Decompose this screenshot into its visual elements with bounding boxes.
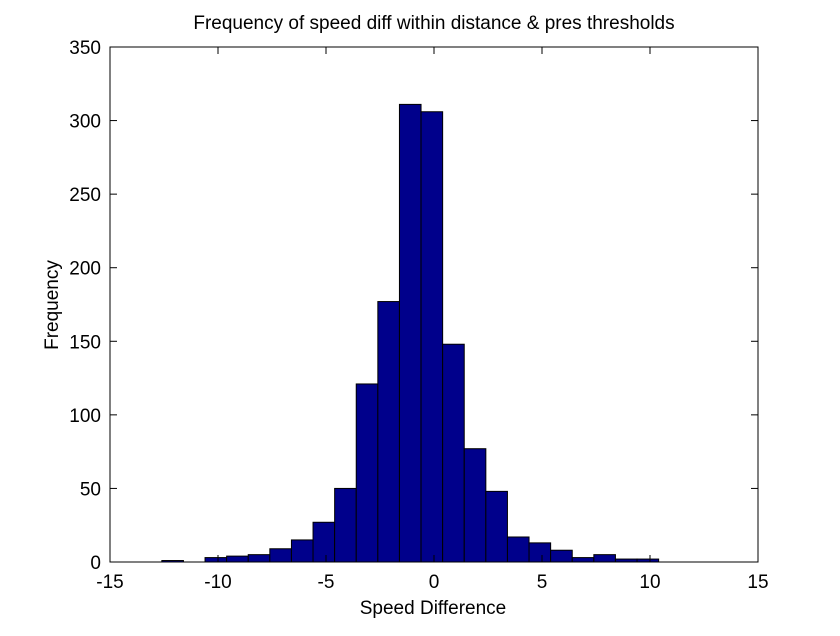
- y-tick-label: 0: [90, 553, 101, 574]
- histogram-bar: [247, 554, 271, 563]
- y-tick-label: 200: [69, 259, 101, 280]
- y-tick-label: 50: [80, 479, 101, 500]
- x-axis-label: Speed Difference: [360, 598, 506, 619]
- histogram-bar: [506, 536, 530, 563]
- histogram-bar: [485, 490, 508, 563]
- histogram-bar: [312, 521, 336, 563]
- y-axis-ticks: 0 50 100 150 200 250 300 350: [69, 38, 758, 574]
- histogram-bar: [550, 549, 573, 563]
- x-tick-label: 0: [429, 572, 440, 593]
- histogram-bar: [204, 557, 228, 563]
- histogram-bar: [398, 103, 422, 563]
- x-tick-label: 15: [747, 572, 768, 593]
- x-tick-label: 10: [639, 572, 660, 593]
- y-tick-label: 150: [69, 332, 101, 353]
- y-axis-label: Frequency: [42, 260, 63, 350]
- histogram-bar: [463, 448, 487, 563]
- histogram-bar: [334, 487, 357, 563]
- histogram-bar: [355, 383, 379, 563]
- chart-title: Frequency of speed diff within distance …: [193, 13, 674, 34]
- x-axis-ticks: -15 -10 -5 0 5 10 15: [96, 47, 769, 593]
- y-tick-label: 350: [69, 38, 101, 59]
- histogram-bar: [226, 555, 249, 563]
- y-tick-label: 250: [69, 185, 101, 206]
- bars-group: [161, 103, 660, 563]
- x-tick-label: 5: [537, 572, 548, 593]
- x-tick-label: -15: [96, 572, 123, 593]
- x-tick-label: -10: [204, 572, 231, 593]
- histogram-bar: [269, 548, 292, 563]
- histogram-bar: [442, 343, 465, 563]
- histogram-bar: [528, 542, 552, 563]
- y-tick-label: 100: [69, 406, 101, 427]
- histogram-bar: [290, 539, 314, 563]
- y-tick-label: 300: [69, 112, 101, 133]
- histogram-bar: [571, 557, 595, 563]
- x-tick-label: -5: [318, 572, 335, 593]
- histogram-bar: [377, 301, 400, 563]
- histogram-bar: [593, 554, 616, 563]
- histogram-bar: [420, 111, 444, 563]
